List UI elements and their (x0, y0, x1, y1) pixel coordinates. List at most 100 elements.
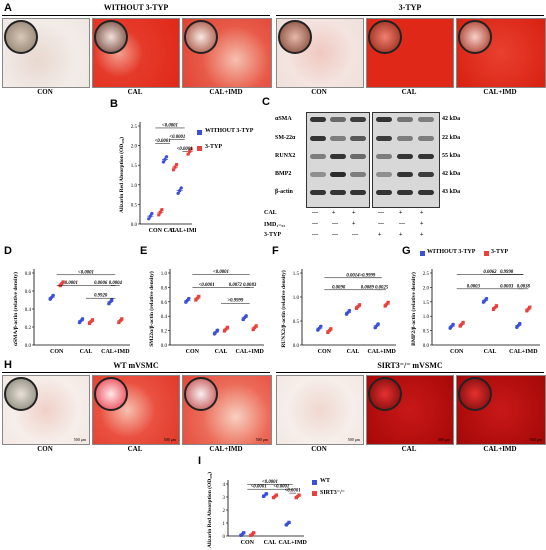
micrograph-a-3typ-cal-imd (456, 18, 546, 88)
y-tick-label: 0.6 (161, 301, 168, 306)
panel-h-group-right: SIRT3⁻/⁻ mVSMC (377, 361, 443, 370)
blot-band (310, 154, 326, 159)
data-point (226, 325, 230, 329)
panel-label-b: B (110, 98, 118, 110)
caption-a-5: CAL (401, 88, 417, 96)
chart-g: 0.0 0.5 1.0 1.5 2.0 2.5 BMP2/β-actin (relative… (410, 269, 540, 355)
data-point (528, 305, 532, 309)
data-point (175, 163, 179, 167)
y-tick-label: 2 (223, 509, 226, 514)
blot-band (397, 190, 413, 195)
blot-size-3: 55 kDa (442, 153, 461, 159)
x-tick-label: CAL (164, 228, 177, 234)
significance-label: 0.0003 (467, 284, 481, 289)
data-point (495, 304, 499, 308)
legend-i-swatch-2 (312, 491, 317, 496)
y-tick-label: 1.5 (423, 301, 430, 306)
data-point (386, 300, 390, 304)
x-tick-label: CAL+IMD (278, 540, 307, 546)
data-point (376, 322, 380, 326)
x-tick-label: CAL (347, 349, 360, 355)
caption-a-6: CAL+IMD (483, 88, 517, 96)
data-point (249, 533, 253, 537)
data-point (252, 531, 256, 535)
data-point (189, 147, 193, 151)
significance-label: <0.0001 (169, 135, 185, 140)
panel-a-group-right: 3-TYP (398, 3, 422, 12)
legend-g-label-1: WITHOUT 3-TYP (427, 249, 476, 255)
significance-label: 0.0089 (361, 285, 375, 290)
significance-label: 0.0004 (109, 281, 123, 286)
micrograph-a-3typ-con (276, 18, 364, 88)
blot-sign: — (332, 221, 338, 227)
y-tick-label: 0 (223, 535, 226, 540)
y-tick-label: 0.5 (423, 330, 430, 335)
micrograph-h-con: 500 μm (2, 375, 90, 445)
data-point (383, 304, 387, 308)
blot-sign: + (332, 210, 336, 216)
blot-protein-3: RUNX2 (275, 153, 296, 159)
y-tick-label: 0.4 (25, 308, 32, 313)
y-tick-label: 1.0 (293, 296, 300, 301)
legend-g-swatch-1 (420, 251, 425, 256)
blot-sign: — (352, 232, 358, 238)
blot-row-label-1: CAL (264, 210, 277, 216)
blot-band (376, 117, 392, 122)
micrograph-h-cal: 500 μm (92, 375, 180, 445)
blot-sign: — (399, 221, 405, 227)
data-point (216, 328, 220, 332)
data-point (451, 322, 455, 326)
y-tick-label: 1.5 (293, 272, 300, 277)
caption-a-3: CAL+IMD (209, 88, 243, 96)
caption-h-1: CON (37, 445, 53, 453)
significance-label: <0.0001 (177, 147, 193, 152)
panel-label-h: H (4, 359, 12, 371)
y-tick-label: 2.5 (423, 272, 430, 277)
blot-band (310, 117, 326, 122)
micrograph-h-cal-imd: 500 μm (182, 375, 272, 445)
panel-h-group-right-line (276, 372, 544, 373)
blot-size-5: 43 kDa (442, 189, 461, 195)
panel-h-group-left: WT mVSMC (113, 361, 159, 370)
legend-b-label-1: WITHOUT 3-TYP (205, 128, 254, 134)
y-tick-label: 2.0 (131, 145, 138, 150)
blot-protein-1: αSMA (275, 116, 292, 122)
caption-h-5: CAL (401, 445, 417, 453)
x-tick-label: CAL+IMD (170, 228, 196, 234)
blot-sign: — (378, 210, 384, 216)
data-point (251, 328, 255, 332)
significance-label: 0.0006 (94, 281, 108, 286)
chart-f: 0.0 0.5 1.0 1.5 RUNX2/β-actin (relative dens… (280, 269, 397, 355)
x-tick-label: CON (318, 349, 332, 355)
x-tick-label: CAL (264, 540, 277, 546)
y-tick-label: 2.5 (131, 125, 138, 130)
data-point (294, 496, 298, 500)
x-tick-label: CAL+IMD (235, 349, 264, 355)
significance-label: <0.0001 (78, 270, 94, 275)
data-point (179, 186, 183, 190)
panel-a-group-right-line (276, 15, 544, 16)
data-point (275, 493, 279, 497)
y-tick-label: 1.0 (423, 315, 430, 320)
significance-label: 0.0025 (375, 285, 389, 290)
significance-label: <0.0001 (162, 123, 178, 128)
significance-label: 0.0003 (500, 284, 514, 289)
y-tick-label: 0.8 (161, 286, 168, 291)
data-point (176, 191, 180, 195)
blot-protein-2: SM-22α (275, 135, 296, 141)
data-point (91, 318, 95, 322)
y-axis-label: RUNX2/β-actin (relative density) (280, 270, 287, 348)
panel-label-f: F (272, 245, 279, 257)
caption-a-2: CAL (127, 88, 143, 96)
well-inset (278, 20, 312, 54)
y-tick-label: 0.2 (161, 330, 168, 335)
y-axis-label: Alizarin Red Absorption (OD₅₇₀) (118, 137, 125, 213)
y-tick-label: 1.0 (131, 184, 138, 189)
blot-band (310, 136, 326, 141)
y-tick-label: 0.5 (131, 203, 138, 208)
micrograph-a-cal (92, 18, 180, 88)
significance-label: <0.0001 (262, 480, 278, 485)
significance-label: <0.0001 (251, 485, 267, 490)
blot-band (397, 136, 413, 141)
well-inset (368, 377, 402, 411)
